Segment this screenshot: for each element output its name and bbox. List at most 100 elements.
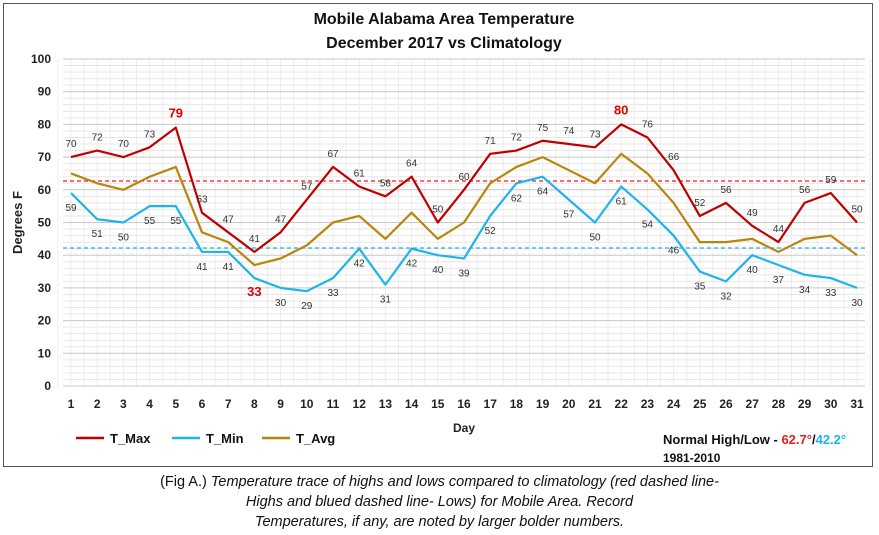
- caption-line-3: Temperatures, if any, are noted by large…: [254, 514, 625, 530]
- y-tick-label: 0: [44, 379, 51, 393]
- legend-label-t-max: T_Max: [110, 431, 151, 446]
- chart-subtitle: December 2017 vs Climatology: [326, 35, 562, 52]
- tmin-data-label: 40: [747, 265, 759, 276]
- figure-caption: (Fig A.) Temperature trace of highs and …: [0, 472, 879, 532]
- tmin-data-label: 34: [799, 285, 811, 296]
- y-tick-label: 90: [38, 85, 52, 99]
- x-tick-label: 20: [562, 397, 576, 411]
- tmax-data-label: 56: [720, 185, 732, 196]
- x-tick-label: 15: [431, 397, 445, 411]
- x-tick-label: 29: [798, 397, 812, 411]
- x-tick-label: 22: [615, 397, 629, 411]
- x-tick-label: 31: [850, 397, 864, 411]
- y-tick-label: 80: [38, 117, 52, 131]
- series-line-t-max: [70, 123, 858, 254]
- x-tick-label: 30: [824, 397, 838, 411]
- y-tick-label: 60: [38, 183, 52, 197]
- tmin-data-label: 62: [511, 193, 523, 204]
- normal-high-value: 62.7°: [781, 432, 812, 447]
- tmin-data-label: 55: [170, 216, 182, 227]
- tmin-data-label: 37: [773, 275, 785, 286]
- x-tick-label: 25: [693, 397, 707, 411]
- legend-label-t-avg: T_Avg: [296, 431, 335, 446]
- tmax-data-label: 59: [825, 175, 837, 186]
- x-tick-label: 26: [719, 397, 733, 411]
- normal-label: Normal High/Low - 62.7°/42.2°: [663, 432, 846, 447]
- y-tick-label: 10: [38, 346, 52, 360]
- tmax-data-label: 72: [511, 133, 523, 144]
- caption-line-2: Highs and blued dashed line- Lows) for M…: [245, 494, 634, 510]
- tmax-data-label: 50: [851, 205, 863, 216]
- x-tick-label: 27: [746, 397, 760, 411]
- x-tick-label: 21: [588, 397, 602, 411]
- tmin-data-label: 52: [485, 226, 497, 237]
- tmax-data-label: 44: [773, 224, 785, 235]
- tmax-data-label: 73: [589, 129, 601, 140]
- x-tick-label: 4: [146, 397, 153, 411]
- tmin-data-label: 39: [458, 268, 470, 279]
- x-tick-label: 17: [484, 397, 498, 411]
- normal-label-separator: /: [812, 432, 816, 447]
- record-high-label: 79: [169, 106, 183, 121]
- tmin-data-label: 35: [694, 282, 706, 293]
- y-tick-label: 40: [38, 248, 52, 262]
- tmax-data-label: 72: [92, 133, 104, 144]
- x-tick-label: 23: [641, 397, 655, 411]
- x-tick-label: 10: [300, 397, 314, 411]
- tmin-data-label: 50: [589, 233, 601, 244]
- x-tick-label: 1: [68, 397, 75, 411]
- x-tick-label: 16: [457, 397, 471, 411]
- tmax-data-label: 73: [144, 129, 156, 140]
- tmin-data-label: 61: [616, 197, 628, 208]
- tmax-data-label: 49: [747, 208, 759, 219]
- x-tick-label: 14: [405, 397, 419, 411]
- tmin-data-label: 50: [118, 233, 130, 244]
- y-tick-label: 30: [38, 281, 52, 295]
- tmin-data-label: 54: [642, 219, 654, 230]
- x-axis-label: Day: [453, 421, 475, 435]
- tmin-data-label: 55: [144, 216, 156, 227]
- tmin-data-label: 42: [406, 259, 418, 270]
- tmax-data-label: 71: [485, 136, 497, 147]
- tmin-data-label: 29: [301, 301, 313, 312]
- record-high-label: 80: [614, 102, 628, 117]
- tmin-data-label: 40: [432, 265, 444, 276]
- tmax-data-label: 50: [432, 205, 444, 216]
- caption-text-1: Temperature trace of highs and lows comp…: [210, 474, 719, 490]
- tmax-data-label: 61: [354, 169, 366, 180]
- y-tick-label: 70: [38, 150, 52, 164]
- tmax-data-label: 70: [65, 139, 77, 150]
- tmin-data-label: 41: [223, 262, 235, 273]
- tmin-data-label: 41: [196, 262, 208, 273]
- x-tick-label: 12: [353, 397, 367, 411]
- caption-lead: (Fig A.): [160, 474, 211, 490]
- tmin-data-label: 30: [851, 298, 863, 309]
- x-tick-label: 11: [327, 397, 340, 411]
- x-tick-label: 24: [667, 397, 681, 411]
- normal-label-prefix: Normal High/Low -: [663, 432, 781, 447]
- tmax-data-label: 75: [537, 123, 549, 134]
- tmax-data-label: 70: [118, 139, 130, 150]
- normal-period-label: 1981-2010: [663, 451, 721, 465]
- tmax-data-label: 47: [223, 214, 235, 225]
- tmax-data-label: 57: [301, 182, 313, 193]
- tmin-data-label: 57: [563, 210, 575, 221]
- x-tick-label: 18: [510, 397, 524, 411]
- tmax-data-label: 58: [380, 178, 392, 189]
- x-tick-label: 7: [225, 397, 232, 411]
- tmax-data-label: 41: [249, 234, 261, 245]
- tmin-data-label: 31: [380, 295, 392, 306]
- y-tick-label: 100: [31, 52, 51, 66]
- x-tick-label: 3: [120, 397, 127, 411]
- tmax-data-label: 67: [327, 149, 339, 160]
- tmin-data-label: 33: [825, 288, 837, 299]
- x-tick-label: 28: [772, 397, 786, 411]
- tmax-data-label: 74: [563, 126, 575, 137]
- tmin-data-label: 30: [275, 298, 287, 309]
- record-low-label: 33: [247, 284, 261, 299]
- x-tick-label: 2: [94, 397, 101, 411]
- tmin-data-label: 33: [327, 288, 339, 299]
- tmax-data-label: 60: [458, 172, 470, 183]
- y-tick-label: 20: [38, 314, 52, 328]
- chart-frame: 0 10 20 30 40 50 60 70 80 90 100 1 2 3 4 5 6 7 8 9 10 11 12 13 1…: [3, 3, 873, 467]
